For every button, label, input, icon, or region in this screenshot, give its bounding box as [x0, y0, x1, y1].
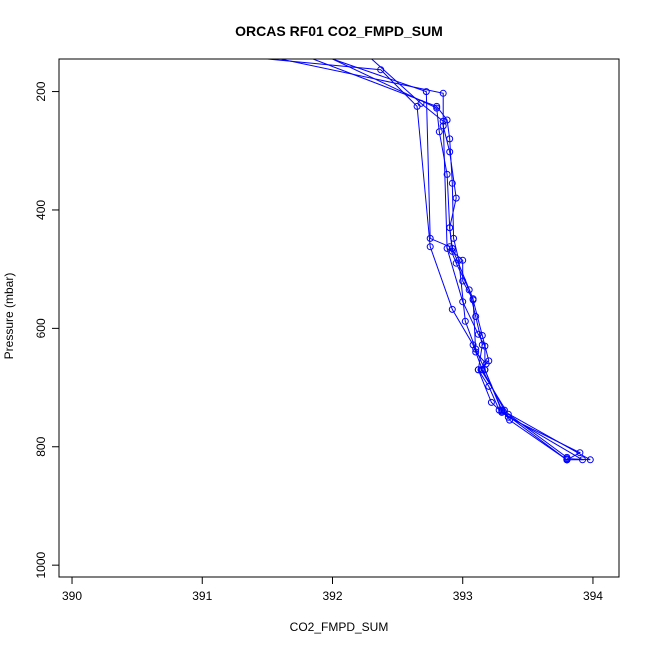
series-1-point-5	[452, 194, 460, 202]
y-tick-label-200: 200	[34, 81, 48, 101]
x-tick-label-392: 392	[322, 589, 342, 603]
y-tick-label-400: 400	[34, 200, 48, 220]
x-tick-label-391: 391	[192, 589, 212, 603]
series-6-point-5	[459, 298, 467, 306]
series-6-point-6	[474, 330, 482, 338]
x-tick-label-390: 390	[62, 589, 82, 603]
series-2-point-7	[472, 313, 480, 320]
series-4-line	[332, 59, 568, 458]
series-2-point-6	[465, 286, 473, 294]
series-6-line	[371, 59, 568, 461]
plot-area: 390 391 392 393 394 200 400 600 800 1000	[34, 58, 620, 603]
series-1-point-8	[459, 256, 467, 264]
series-4-point-4	[443, 170, 451, 178]
y-tick-label-1000: 1000	[34, 551, 48, 578]
series-5-point-4	[426, 243, 434, 251]
series-3-point-8	[461, 317, 469, 325]
y-tick-label-800: 800	[34, 436, 48, 456]
series-1-point-4	[446, 148, 454, 156]
plot-frame	[58, 58, 620, 578]
series-3-point-3	[443, 116, 451, 124]
series-6-point-10	[563, 456, 571, 464]
chart-title: ORCAS RF01 CO2_FMPD_SUM	[235, 23, 443, 39]
series-5-point-5	[448, 305, 456, 313]
series-2-point-2	[422, 88, 430, 96]
series-6-point-3	[439, 117, 447, 125]
series-6-point-9	[498, 407, 506, 415]
series-6-point-7	[481, 342, 489, 350]
series-2-point-10	[487, 398, 495, 406]
x-tick-label-393: 393	[453, 589, 473, 603]
series-3-point-12	[586, 456, 594, 464]
series-4-point-8	[472, 348, 480, 356]
y-tick-label-600: 600	[34, 318, 48, 338]
series-3-point-5	[448, 179, 456, 187]
data-layer	[267, 59, 594, 464]
series-5-point-6	[469, 341, 477, 349]
y-axis-label: Pressure (mbar)	[2, 273, 16, 360]
series-3-point-4	[446, 135, 454, 143]
series-1-point-2	[439, 89, 447, 97]
x-tick-label-394: 394	[583, 589, 603, 603]
series-6-point-2	[417, 99, 425, 107]
series-6-point-4	[443, 244, 451, 252]
series-4-point-3	[435, 128, 443, 136]
series-4-point-7	[469, 295, 477, 303]
series-4-point-2	[433, 104, 441, 112]
x-axis-label: CO2_FMPD_SUM	[290, 620, 389, 634]
series-6-point-8	[481, 366, 489, 374]
series-4-point-6	[448, 244, 456, 252]
